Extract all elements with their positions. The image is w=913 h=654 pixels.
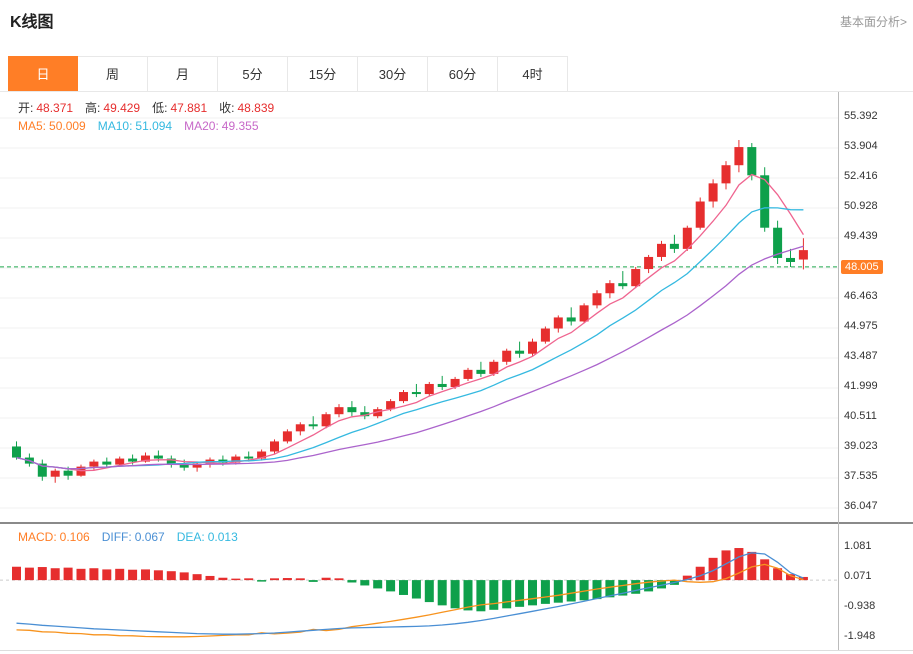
legend-item-2: 低: 47.881 xyxy=(152,101,208,115)
tab-bar: 日周月 5分 15分 30分 60分 4时 xyxy=(8,56,568,92)
tab-6[interactable]: 60分 xyxy=(428,56,498,92)
price-axis-label: 46.463 xyxy=(844,290,878,302)
legend-item-1: DIFF: 0.067 xyxy=(101,530,165,544)
macd-chart[interactable] xyxy=(0,524,838,650)
tab-4[interactable]: 15分 xyxy=(288,56,358,92)
legend-item-2: MA20: 49.355 xyxy=(184,119,259,133)
tab-7[interactable]: 4时 xyxy=(498,56,568,92)
chart-bottom-border xyxy=(0,650,913,651)
main-candlestick-chart[interactable] xyxy=(0,92,838,522)
tab-1[interactable]: 周 xyxy=(78,56,148,92)
price-axis-label: 41.999 xyxy=(844,380,878,392)
legend-item-1: 高: 49.429 xyxy=(85,101,141,115)
tab-0-active[interactable]: 日 xyxy=(8,56,78,92)
macd-axis-label: 1.081 xyxy=(844,540,872,552)
fundamental-analysis-link[interactable]: 基本面分析> xyxy=(839,15,907,29)
current-price-tag: 48.005 xyxy=(841,260,883,274)
price-axis-label: 50.928 xyxy=(844,200,878,212)
legend-item-0: 开: 48.371 xyxy=(18,101,74,115)
price-axis-label: 36.047 xyxy=(844,500,878,512)
legend-item-0: MA5: 50.009 xyxy=(18,119,86,133)
price-axis-label: 53.904 xyxy=(844,140,878,152)
tab-underline xyxy=(0,91,913,92)
price-axis-label: 40.511 xyxy=(844,410,877,422)
tab-2[interactable]: 月 xyxy=(148,56,218,92)
price-axis-label: 37.535 xyxy=(844,470,878,482)
macd-axis-label: 0.071 xyxy=(844,570,872,582)
price-axis-label: 39.023 xyxy=(844,440,878,452)
ohlc-legend: 开: 48.371 高: 49.429 低: 47.881 收: 48.839 xyxy=(18,99,286,116)
macd-legend: MACD: 0.106 DIFF: 0.067 DEA: 0.013 xyxy=(18,530,250,544)
pane-divider xyxy=(0,522,913,524)
legend-item-3: 收: 48.839 xyxy=(219,101,275,115)
price-axis-label: 52.416 xyxy=(844,170,878,182)
macd-axis: 1.081 0.071 -0.938 -1.948 xyxy=(841,524,913,650)
price-axis-label: 49.439 xyxy=(844,230,878,242)
legend-item-1: MA10: 51.094 xyxy=(97,119,173,133)
tab-3[interactable]: 5分 xyxy=(218,56,288,92)
price-axis-border xyxy=(838,92,839,650)
macd-axis-label: -1.948 xyxy=(844,630,876,642)
price-axis-label: 43.487 xyxy=(844,350,878,362)
ma-legend: MA5: 50.009 MA10: 51.094 MA20: 49.355 xyxy=(18,119,271,133)
legend-item-0: MACD: 0.106 xyxy=(18,530,90,544)
price-axis-label: 55.392 xyxy=(844,110,878,122)
macd-axis-label: -0.938 xyxy=(844,600,876,612)
price-axis: 55.392 53.904 52.416 50.928 49.439 48.005 46.4… xyxy=(841,92,913,522)
price-axis-label: 44.975 xyxy=(844,320,878,332)
page-title: K线图 xyxy=(10,14,54,31)
tab-5[interactable]: 30分 xyxy=(358,56,428,92)
legend-item-2: DEA: 0.013 xyxy=(176,530,238,544)
